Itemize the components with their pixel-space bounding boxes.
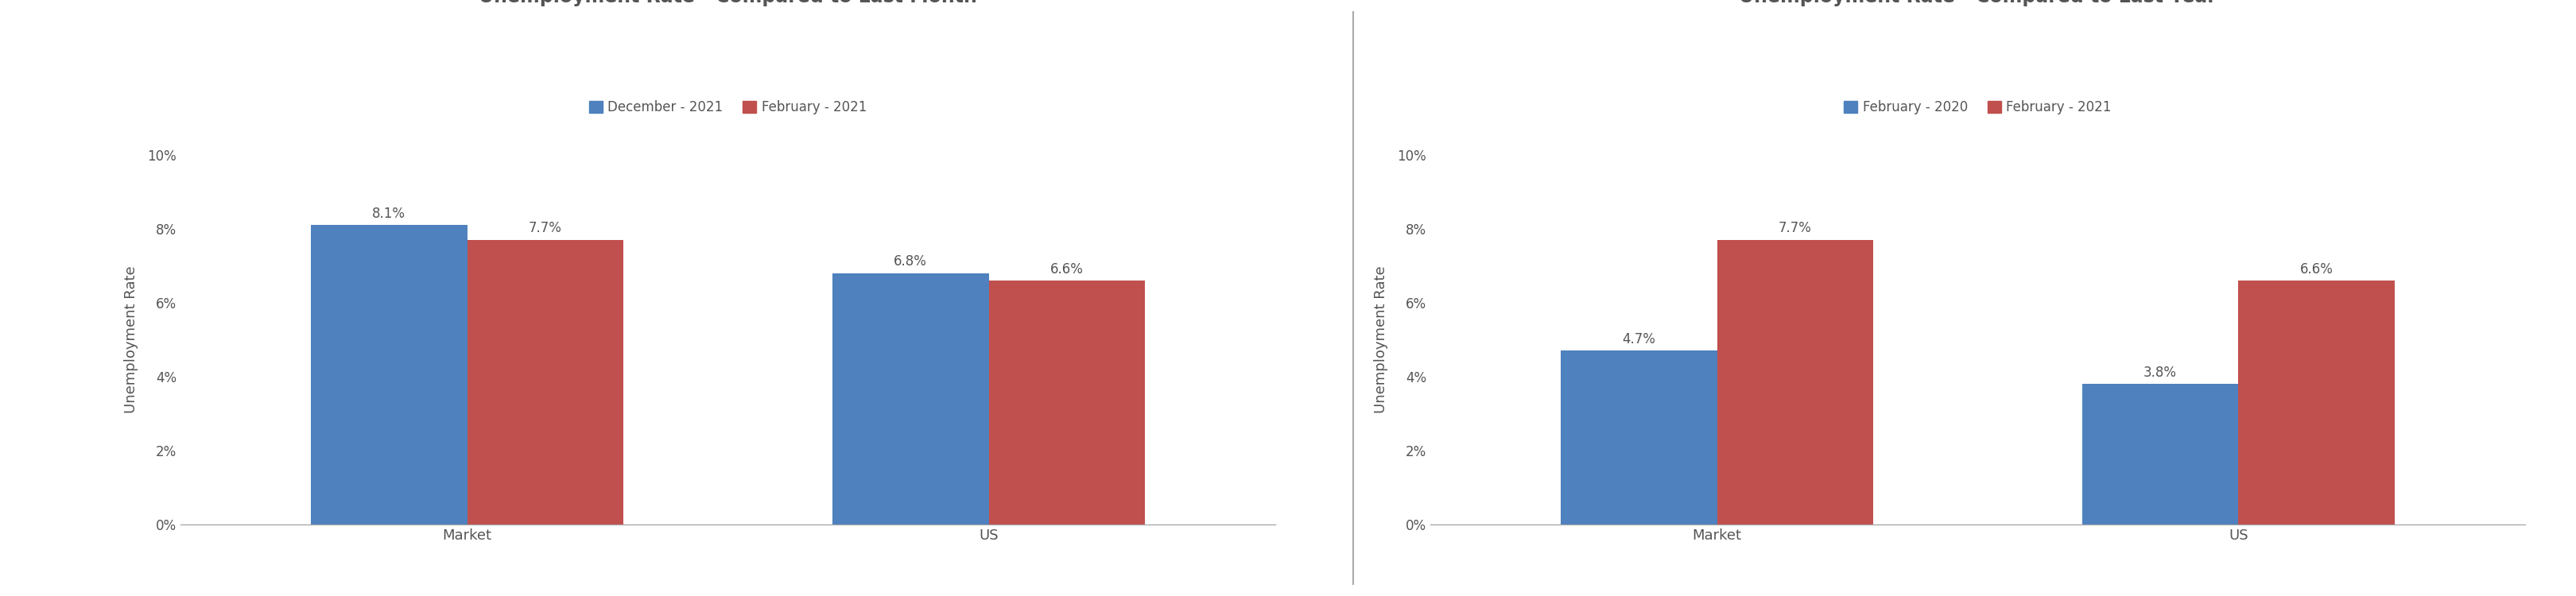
Text: 7.7%: 7.7% bbox=[528, 221, 562, 235]
Legend: December - 2021, February - 2021: December - 2021, February - 2021 bbox=[585, 95, 871, 120]
Bar bbox=[2239, 281, 2393, 524]
Text: 6.6%: 6.6% bbox=[2300, 262, 2334, 276]
Bar bbox=[832, 273, 989, 524]
Y-axis label: Unemployment Rate: Unemployment Rate bbox=[124, 266, 139, 414]
Text: 6.6%: 6.6% bbox=[1051, 262, 1084, 276]
Text: 7.7%: 7.7% bbox=[1777, 221, 1811, 235]
Text: Unemployment Rate - Compared to Last Year: Unemployment Rate - Compared to Last Yea… bbox=[1739, 0, 2215, 6]
Text: 8.1%: 8.1% bbox=[371, 206, 404, 221]
Bar bbox=[1716, 240, 1873, 524]
Text: 3.8%: 3.8% bbox=[2143, 365, 2177, 380]
Bar bbox=[466, 240, 623, 524]
Y-axis label: Unemployment Rate: Unemployment Rate bbox=[1373, 266, 1388, 414]
Text: 6.8%: 6.8% bbox=[894, 254, 927, 269]
Bar bbox=[2081, 384, 2239, 524]
Bar bbox=[1561, 351, 1716, 524]
Text: 4.7%: 4.7% bbox=[1620, 332, 1654, 346]
Text: Unemployment Rate - Compared to Last Month: Unemployment Rate - Compared to Last Mon… bbox=[479, 0, 976, 6]
Bar bbox=[989, 281, 1144, 524]
Bar bbox=[312, 225, 466, 524]
Legend: February - 2020, February - 2021: February - 2020, February - 2021 bbox=[1839, 95, 2115, 120]
